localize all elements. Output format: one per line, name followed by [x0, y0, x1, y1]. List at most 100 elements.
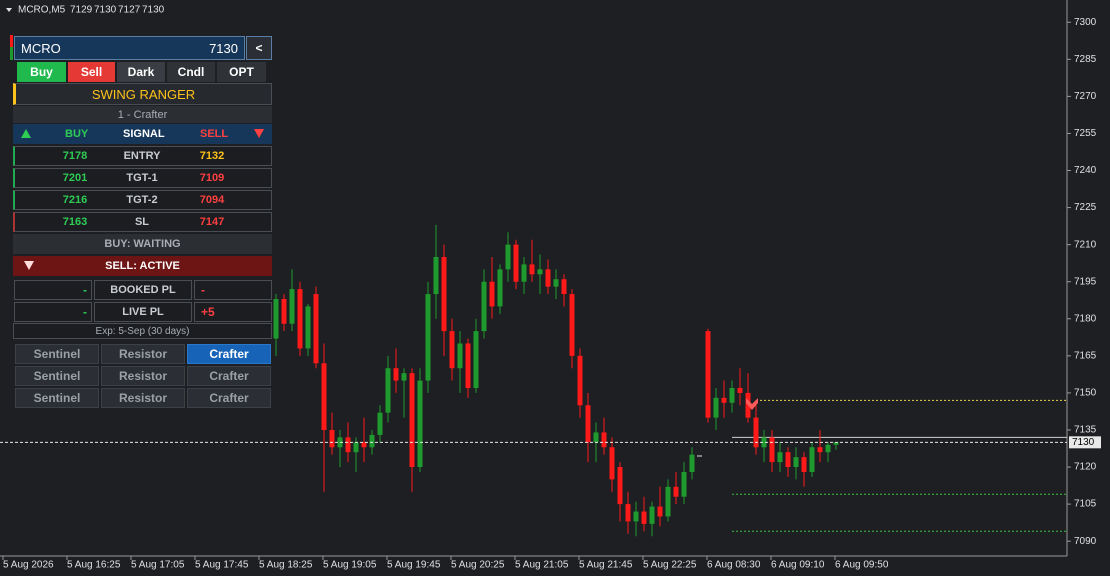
col-sell: SELL — [200, 128, 229, 140]
strategy-button[interactable]: Sentinel — [15, 366, 99, 386]
sell-level: 7132 — [199, 150, 225, 162]
candle-body — [689, 454, 695, 472]
strategy-button[interactable]: Crafter — [187, 388, 271, 408]
buy-status: BUY: WAITING — [13, 234, 272, 254]
candle-body — [713, 397, 719, 418]
x-tick-label: 5 Aug 19:05 — [323, 560, 377, 571]
candle-body — [593, 432, 599, 443]
ohlc: 7130 — [94, 5, 117, 16]
candle-body — [473, 331, 479, 388]
candle-body — [737, 387, 743, 393]
y-tick-label: 7240 — [1074, 165, 1097, 176]
buy-level: 7201 — [62, 172, 88, 184]
candle-body — [641, 511, 647, 524]
candle-body — [353, 442, 359, 453]
candle-body — [417, 380, 423, 468]
candle-body — [305, 306, 311, 349]
candle-body — [569, 294, 575, 356]
tab-sell[interactable]: Sell — [68, 62, 115, 82]
sell-level: 7147 — [199, 216, 225, 228]
down-arrow — [254, 129, 264, 138]
candle-body — [449, 331, 455, 369]
tab-cndl[interactable]: Cndl — [167, 62, 215, 82]
candle-body — [553, 279, 559, 287]
candle-body — [433, 256, 439, 295]
strategy-button[interactable]: Sentinel — [15, 344, 99, 364]
candle-body — [505, 244, 511, 270]
candle-body — [385, 368, 391, 413]
x-tick-label: 5 Aug 2026 — [3, 560, 54, 571]
x-tick-label: 5 Aug 17:45 — [195, 560, 249, 571]
candle-body — [289, 289, 295, 324]
candle-body — [281, 299, 287, 324]
expiry: Exp: 5-Sep (30 days) — [13, 323, 272, 339]
candle-body — [361, 442, 367, 448]
tab-opt[interactable]: OPT — [217, 62, 266, 82]
pl-sell: +5 — [194, 302, 272, 322]
candle-body — [769, 437, 775, 463]
symbol: MCRO,M5 — [18, 5, 66, 16]
y-tick-label: 7195 — [1074, 276, 1097, 287]
candle-body — [545, 269, 551, 287]
y-tick-label: 7105 — [1074, 499, 1097, 510]
candle-body — [801, 457, 807, 472]
candle-body — [481, 281, 487, 332]
strategy-button[interactable]: Resistor — [101, 366, 185, 386]
candle-body — [753, 417, 759, 448]
candle-body — [625, 504, 631, 522]
buy-level: 7163 — [62, 216, 88, 228]
candle-body — [273, 299, 279, 339]
signal-label: TGT-1 — [126, 172, 158, 184]
signal-row: 7163 SL 7147 — [13, 212, 272, 232]
candle-body — [809, 447, 815, 472]
y-tick-label: 7270 — [1074, 91, 1097, 102]
y-tick-label: 7120 — [1074, 462, 1097, 473]
strategy-button[interactable]: Crafter — [187, 344, 271, 364]
indicator-strip — [10, 47, 13, 60]
candle-body — [817, 447, 823, 453]
x-tick-label: 5 Aug 18:25 — [259, 560, 313, 571]
y-tick-label: 7180 — [1074, 313, 1097, 324]
tab-dark[interactable]: Dark — [117, 62, 165, 82]
collapse-button[interactable]: < — [246, 36, 272, 60]
candle-body — [833, 442, 839, 445]
candle-body — [537, 269, 543, 275]
x-tick-label: 5 Aug 22:25 — [643, 560, 697, 571]
buy-level: 7178 — [62, 150, 88, 162]
signal-label: ENTRY — [123, 150, 161, 162]
x-tick-label: 5 Aug 17:05 — [131, 560, 185, 571]
candle-body — [377, 412, 383, 435]
signal-row: 7178 ENTRY 7132 — [13, 146, 272, 166]
strategy-button[interactable]: Crafter — [187, 366, 271, 386]
candle-body — [409, 373, 415, 468]
strategy-button[interactable]: Resistor — [101, 388, 185, 408]
candle-body — [793, 457, 799, 468]
sell-status-text: SELL: ACTIVE — [105, 260, 180, 272]
ohlc: 7129 — [70, 5, 93, 16]
strategy-button[interactable]: Resistor — [101, 344, 185, 364]
x-tick-label: 5 Aug 16:25 — [67, 560, 121, 571]
panel-price: 7130 — [209, 40, 238, 56]
tab-buy[interactable]: Buy — [17, 62, 66, 82]
x-tick-label: 6 Aug 09:50 — [835, 560, 889, 571]
candle-body — [401, 373, 407, 381]
pl-label: BOOKED PL — [94, 280, 192, 300]
candle-body — [777, 452, 783, 463]
candle-body — [521, 264, 527, 282]
x-tick-label: 5 Aug 20:25 — [451, 560, 505, 571]
candle-body — [297, 289, 303, 349]
col-buy: BUY — [65, 128, 89, 140]
candle-body — [665, 486, 671, 517]
panel-symbol: MCRO — [21, 40, 61, 56]
menu-arrow[interactable] — [6, 8, 12, 12]
candle-body — [425, 294, 431, 381]
strategy-button[interactable]: Sentinel — [15, 388, 99, 408]
down-arrow — [24, 261, 34, 270]
candle-body — [441, 256, 447, 332]
signal-row: 7216 TGT-2 7094 — [13, 190, 272, 210]
pl-label: LIVE PL — [94, 302, 192, 322]
candle-body — [785, 452, 791, 468]
y-tick-label: 7135 — [1074, 425, 1097, 436]
x-tick-label: 6 Aug 09:10 — [771, 560, 825, 571]
